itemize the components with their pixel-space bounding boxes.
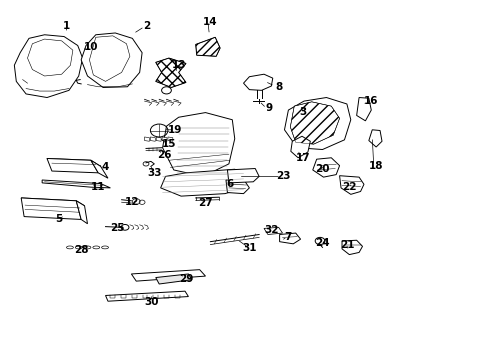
Polygon shape — [368, 130, 381, 147]
Text: 24: 24 — [315, 238, 329, 248]
Polygon shape — [160, 169, 246, 196]
Text: 15: 15 — [162, 139, 176, 149]
Polygon shape — [162, 137, 166, 141]
Text: 19: 19 — [168, 125, 182, 135]
Polygon shape — [156, 137, 161, 141]
Polygon shape — [91, 160, 108, 178]
Polygon shape — [144, 137, 149, 141]
Polygon shape — [279, 233, 300, 244]
Ellipse shape — [75, 246, 82, 249]
Polygon shape — [21, 198, 84, 206]
Text: 3: 3 — [299, 107, 306, 117]
Polygon shape — [156, 58, 185, 87]
Text: 16: 16 — [363, 96, 378, 106]
Text: 32: 32 — [264, 225, 278, 235]
Text: 7: 7 — [284, 232, 291, 242]
Polygon shape — [47, 158, 98, 173]
Text: 14: 14 — [203, 17, 217, 27]
Polygon shape — [339, 176, 363, 194]
Polygon shape — [89, 36, 130, 81]
Polygon shape — [284, 98, 350, 149]
Text: 23: 23 — [276, 171, 290, 181]
Polygon shape — [131, 270, 205, 281]
Ellipse shape — [84, 246, 91, 249]
Polygon shape — [81, 33, 142, 87]
Ellipse shape — [93, 246, 100, 249]
Polygon shape — [290, 102, 339, 144]
Text: 29: 29 — [179, 274, 193, 284]
Text: 25: 25 — [110, 224, 125, 233]
Text: 22: 22 — [342, 182, 356, 192]
Polygon shape — [42, 180, 110, 188]
Polygon shape — [227, 168, 259, 183]
Text: 20: 20 — [315, 164, 329, 174]
Polygon shape — [150, 137, 155, 141]
Polygon shape — [243, 74, 272, 90]
Text: 12: 12 — [125, 197, 139, 207]
Polygon shape — [27, 39, 73, 76]
Polygon shape — [47, 158, 101, 166]
Polygon shape — [162, 113, 234, 176]
Polygon shape — [167, 137, 172, 141]
Polygon shape — [21, 198, 81, 220]
Text: 4: 4 — [102, 162, 109, 172]
Text: 9: 9 — [265, 103, 272, 113]
Text: 31: 31 — [242, 243, 256, 253]
Text: 10: 10 — [83, 42, 98, 52]
Text: 30: 30 — [144, 297, 159, 307]
Text: 6: 6 — [226, 179, 233, 189]
Polygon shape — [156, 274, 191, 284]
Text: 13: 13 — [171, 60, 185, 70]
Text: 27: 27 — [198, 198, 212, 208]
Text: 11: 11 — [91, 182, 105, 192]
Polygon shape — [290, 136, 310, 158]
Polygon shape — [264, 227, 282, 234]
Ellipse shape — [102, 246, 108, 249]
Text: 33: 33 — [147, 168, 161, 178]
Polygon shape — [76, 201, 87, 224]
Ellipse shape — [66, 246, 73, 249]
Polygon shape — [195, 37, 220, 56]
Text: 5: 5 — [56, 215, 62, 224]
Text: 28: 28 — [74, 245, 88, 255]
Text: 1: 1 — [63, 21, 70, 31]
Text: 2: 2 — [143, 21, 150, 31]
Text: 21: 21 — [339, 239, 353, 249]
Text: 17: 17 — [295, 153, 310, 163]
Polygon shape — [225, 180, 249, 194]
Text: 18: 18 — [368, 161, 383, 171]
Polygon shape — [105, 291, 188, 301]
Text: 8: 8 — [274, 82, 282, 92]
Polygon shape — [341, 240, 362, 255]
Polygon shape — [312, 158, 339, 177]
Polygon shape — [14, 35, 82, 98]
Text: 26: 26 — [157, 150, 171, 160]
Polygon shape — [356, 98, 370, 121]
